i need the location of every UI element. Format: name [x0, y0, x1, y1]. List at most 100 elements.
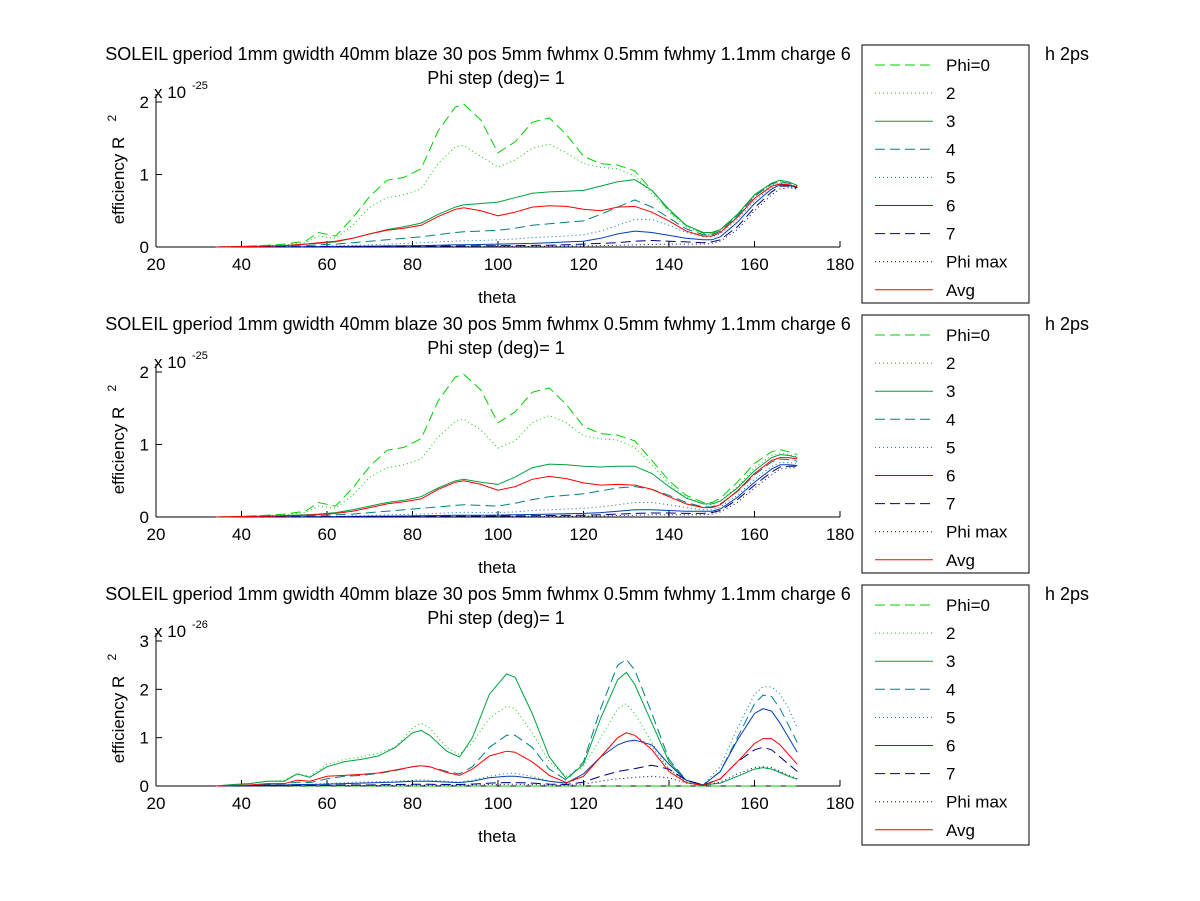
y-axis-label: efficiency R 2 — [105, 654, 128, 764]
series-line-5 — [215, 462, 798, 518]
y-tick-label: 2 — [140, 363, 149, 382]
series-line-4 — [215, 458, 798, 518]
x-tick-label: 180 — [826, 794, 854, 813]
y-exponent-base: x 10 — [154, 353, 186, 372]
panels: SOLEIL gperiod 1mm gwidth 40mm blaze 30 … — [105, 44, 1089, 846]
y-tick-label: 1 — [140, 729, 149, 748]
legend-label: Phi=0 — [946, 56, 990, 75]
chart-title: SOLEIL gperiod 1mm gwidth 40mm blaze 30 … — [105, 314, 851, 334]
x-tick-label: 120 — [569, 525, 597, 544]
series-line-avg — [215, 457, 798, 518]
series-line-5 — [215, 686, 798, 787]
legend: Phi=0 2 3 4 5 6 7 Phi max Avg — [861, 44, 1030, 304]
x-tick-label: 100 — [484, 794, 512, 813]
legend-label: 7 — [946, 225, 955, 244]
x-axis-label: theta — [478, 288, 516, 307]
series-line-phi-0 — [215, 373, 798, 518]
legend: Phi=0 2 3 4 5 6 7 Phi max Avg — [861, 584, 1030, 846]
y-tick-label: 3 — [140, 632, 149, 651]
legend-label: Avg — [946, 821, 975, 840]
y-axis-label: efficiency R 2 — [105, 115, 128, 225]
series-line-4 — [215, 181, 798, 248]
y-exponent-power: -25 — [192, 350, 208, 362]
legend-label: 4 — [946, 140, 955, 159]
legend-label: Avg — [946, 281, 975, 300]
series-line-3 — [215, 454, 798, 518]
legend-box — [861, 584, 1030, 846]
x-tick-label: 100 — [484, 255, 512, 274]
legend-label: Phi=0 — [946, 596, 990, 615]
x-tick-label: 40 — [232, 255, 251, 274]
chart-title-tail: h 2ps — [1045, 584, 1089, 604]
y-axis-label: efficiency R 2 — [105, 385, 128, 495]
x-tick-label: 100 — [484, 525, 512, 544]
x-tick-label: 80 — [403, 255, 422, 274]
legend-label: 2 — [946, 624, 955, 643]
legend-label: 4 — [946, 680, 955, 699]
chart-subtitle: Phi step (deg)= 1 — [427, 608, 565, 628]
y-tick-label: 2 — [140, 93, 149, 112]
series-line-avg — [215, 183, 798, 248]
chart-panel-1: SOLEIL gperiod 1mm gwidth 40mm blaze 30 … — [105, 44, 1089, 307]
x-tick-label: 20 — [147, 525, 166, 544]
series-line-avg — [215, 732, 798, 787]
legend-label: 6 — [946, 197, 955, 216]
series-line-phi-max — [215, 187, 798, 248]
x-tick-label: 60 — [318, 525, 337, 544]
legend-label: 3 — [946, 652, 955, 671]
legend-label: 3 — [946, 112, 955, 131]
series-line-3 — [215, 671, 798, 787]
chart-title-tail: h 2ps — [1045, 314, 1089, 334]
x-tick-label: 40 — [232, 794, 251, 813]
series-line-6 — [215, 708, 798, 787]
x-tick-label: 160 — [740, 525, 768, 544]
y-tick-label: 0 — [140, 238, 149, 257]
x-tick-label: 120 — [569, 255, 597, 274]
legend-label: 6 — [946, 737, 955, 756]
series-line-3 — [215, 179, 798, 248]
y-axis-label-text: efficiency R — [109, 407, 128, 495]
legend-label: 5 — [946, 168, 955, 187]
y-axis-label-sup: 2 — [105, 385, 119, 392]
x-axis-label: theta — [478, 558, 516, 577]
x-axis-label: theta — [478, 827, 516, 846]
y-axis-label-text: efficiency R — [109, 676, 128, 764]
x-tick-label: 180 — [826, 255, 854, 274]
legend: Phi=0 2 3 4 5 6 7 Phi max Avg — [861, 314, 1030, 574]
x-tick-label: 180 — [826, 525, 854, 544]
y-tick-label: 0 — [140, 777, 149, 796]
x-tick-label: 140 — [655, 525, 683, 544]
legend-label: 5 — [946, 438, 955, 457]
x-tick-label: 20 — [147, 255, 166, 274]
y-tick-label: 2 — [140, 680, 149, 699]
legend-label: 5 — [946, 708, 955, 727]
y-exponent-base: x 10 — [154, 622, 186, 641]
x-tick-label: 20 — [147, 794, 166, 813]
legend-label: 6 — [946, 467, 955, 486]
x-tick-label: 160 — [740, 794, 768, 813]
series-line-5 — [215, 184, 798, 248]
chart-title: SOLEIL gperiod 1mm gwidth 40mm blaze 30 … — [105, 584, 851, 604]
series-line-phi-max — [215, 766, 798, 787]
series-group — [215, 103, 798, 248]
x-tick-label: 140 — [655, 794, 683, 813]
chart-title: SOLEIL gperiod 1mm gwidth 40mm blaze 30 … — [105, 44, 851, 64]
y-exponent-power: -26 — [192, 619, 208, 631]
x-tick-label: 160 — [740, 255, 768, 274]
chart-subtitle: Phi step (deg)= 1 — [427, 338, 565, 358]
legend-label: Phi=0 — [946, 326, 990, 345]
legend-label: Phi max — [946, 253, 1008, 272]
series-group — [215, 373, 798, 518]
chart-panel-2: SOLEIL gperiod 1mm gwidth 40mm blaze 30 … — [105, 314, 1089, 577]
x-tick-label: 80 — [403, 525, 422, 544]
series-line-7 — [215, 746, 798, 787]
legend-label: 2 — [946, 354, 955, 373]
legend-label: Phi max — [946, 523, 1008, 542]
series-group — [215, 658, 798, 787]
chart-subtitle: Phi step (deg)= 1 — [427, 68, 565, 88]
legend-label: 7 — [946, 765, 955, 784]
y-axis-label-text: efficiency R — [109, 137, 128, 225]
series-line-6 — [215, 464, 798, 518]
series-line-phi-0 — [215, 103, 798, 248]
